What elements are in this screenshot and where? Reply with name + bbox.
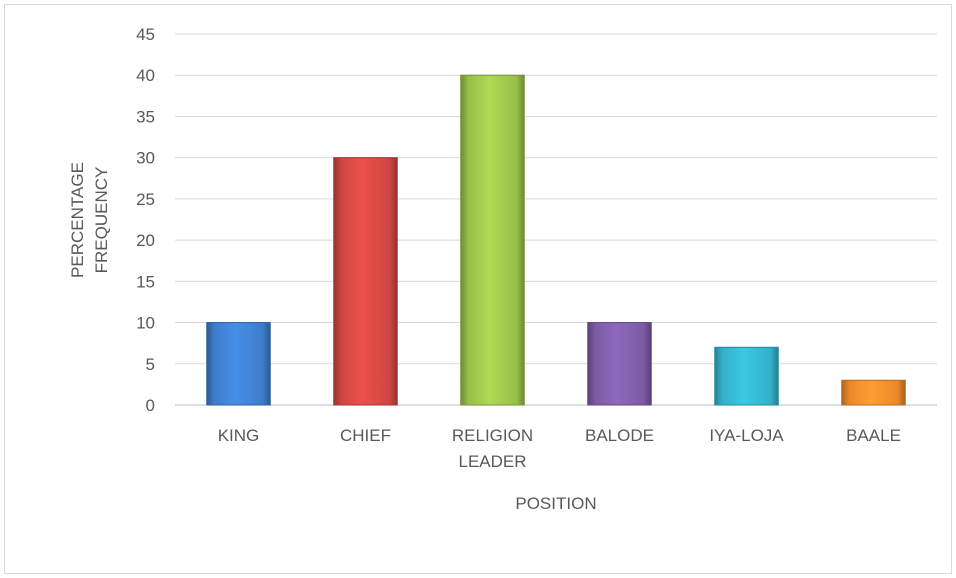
y-tick-label: 40 [136,66,155,85]
bars [206,74,906,406]
x-tick-label: BALODE [585,426,654,445]
bar [333,157,398,406]
axis-titles: POSITION PERCENTAGE FREQUENCY [68,162,597,513]
x-tick-label: RELIGION LEADER [452,426,533,471]
y-tick-label: 45 [136,25,155,44]
x-tick-label: KING [218,426,260,445]
gridlines [175,33,937,406]
bar [206,322,271,406]
x-tick-label: BAALE [846,426,901,445]
y-tick-label: 35 [136,107,155,126]
bar [460,74,525,406]
x-tick-label: CHIEF [340,426,391,445]
bar [587,322,652,406]
y-tick-label: 25 [136,190,155,209]
y-tick-label: 10 [136,314,155,333]
x-tick-label: IYA-LOJA [709,426,784,445]
y-tick-label: 0 [146,396,155,415]
y-axis-ticks: 0 5 10 15 20 25 30 35 40 45 [136,25,155,415]
bar [841,379,906,406]
y-tick-label: 30 [136,149,155,168]
x-axis-title: POSITION [515,494,596,513]
x-axis-ticks: KING CHIEF RELIGION LEADER BALODE IYA-LOJA BAA… [218,426,901,471]
y-tick-label: 15 [136,272,155,291]
bar [714,346,779,406]
y-axis-title: PERCENTAGE FREQUENCY [68,162,111,278]
y-tick-label: 5 [146,355,155,374]
y-tick-label: 20 [136,231,155,250]
